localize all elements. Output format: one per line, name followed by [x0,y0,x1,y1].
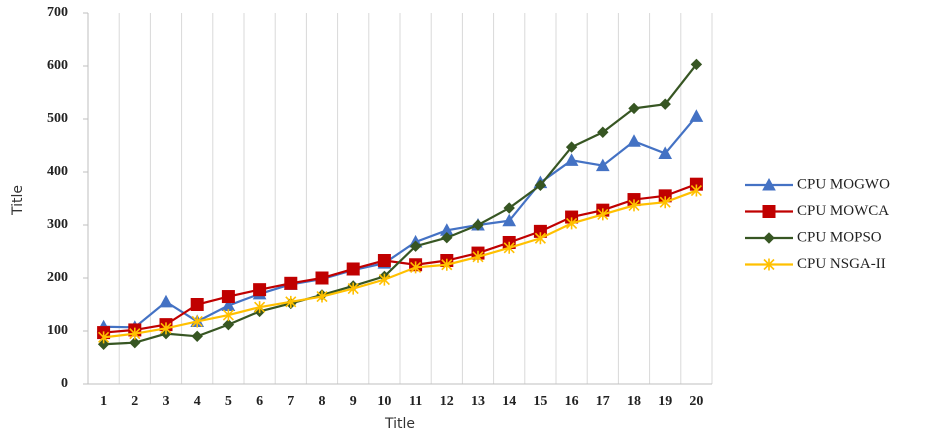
data-point [160,322,172,335]
data-point [222,309,234,322]
x-tick-label: 6 [256,394,263,409]
data-point [98,331,110,344]
data-point [346,262,360,276]
data-point [409,240,422,252]
data-point [472,250,484,263]
x-tick-label: 7 [287,394,294,409]
data-point [221,290,235,304]
data-point [628,199,640,212]
legend-marker [762,205,776,218]
x-tick-label: 11 [409,394,422,409]
data-point [253,283,267,297]
data-point [129,327,141,340]
y-tick-label: 600 [47,58,68,73]
data-point [566,217,578,230]
x-tick-label: 9 [350,394,357,409]
data-point [597,126,609,138]
x-tick-label: 20 [689,394,703,409]
data-point [222,318,235,331]
data-point [191,315,203,328]
x-tick-label: 2 [131,394,138,409]
y-tick-label: 700 [47,5,68,20]
data-point [595,158,610,172]
data-point [97,338,110,350]
data-point [441,232,453,244]
y-tick-label: 100 [47,323,68,338]
data-point [564,153,579,166]
data-point [689,109,704,122]
y-tick-label: 200 [47,270,68,285]
data-point [534,232,546,245]
x-tick-label: 13 [471,394,485,409]
y-tick-label: 0 [61,376,68,391]
data-point [659,98,671,110]
y-tick-label: 400 [47,164,68,179]
data-point [658,146,673,159]
legend-marker [762,177,776,191]
data-point [503,202,515,214]
y-axis-title: Title [10,185,26,216]
x-tick-label: 10 [377,394,391,409]
data-point [347,282,359,295]
y-tick-label: 500 [47,111,68,126]
data-point [690,58,703,71]
data-point [502,213,517,227]
data-point [659,196,671,209]
data-point [159,294,173,308]
data-point [190,298,204,311]
legend-label: CPU MOGWO [797,176,890,192]
x-tick-label: 19 [658,394,672,409]
x-tick-label: 8 [319,394,326,409]
data-point [565,141,578,153]
data-point [378,273,390,286]
data-point [472,219,484,231]
data-point [377,254,391,268]
data-point [627,134,641,147]
data-point [503,241,515,254]
legend-marker [763,232,775,244]
legend-label: CPU MOWCA [797,203,889,219]
x-tick-label: 1 [100,394,107,409]
data-point [534,179,547,191]
data-point [597,208,609,221]
x-tick-label: 14 [502,394,516,409]
y-tick-label: 300 [47,217,68,232]
data-point [191,330,203,343]
series-line [103,63,698,346]
x-tick-label: 16 [565,394,579,409]
data-point [441,258,453,271]
data-point [410,261,422,274]
data-point [690,184,702,197]
x-tick-label: 4 [194,394,201,409]
x-tick-label: 18 [627,394,641,409]
x-tick-label: 12 [440,394,454,409]
data-point [628,102,640,115]
x-tick-label: 17 [596,394,610,409]
x-tick-label: 3 [163,394,170,409]
series-line [103,115,698,329]
x-tick-label: 15 [533,394,547,409]
legend-label: CPU NSGA-II [797,256,886,272]
data-point [315,271,329,285]
data-point [285,295,297,308]
data-point [284,276,298,290]
x-tick-label: 5 [225,394,232,409]
series-line [103,189,697,339]
data-point [316,290,328,303]
data-point [129,336,141,349]
legend-marker [763,258,775,271]
data-point [254,301,266,314]
x-axis-title: Title [384,416,415,432]
legend-label: CPU MOPSO [797,229,882,245]
